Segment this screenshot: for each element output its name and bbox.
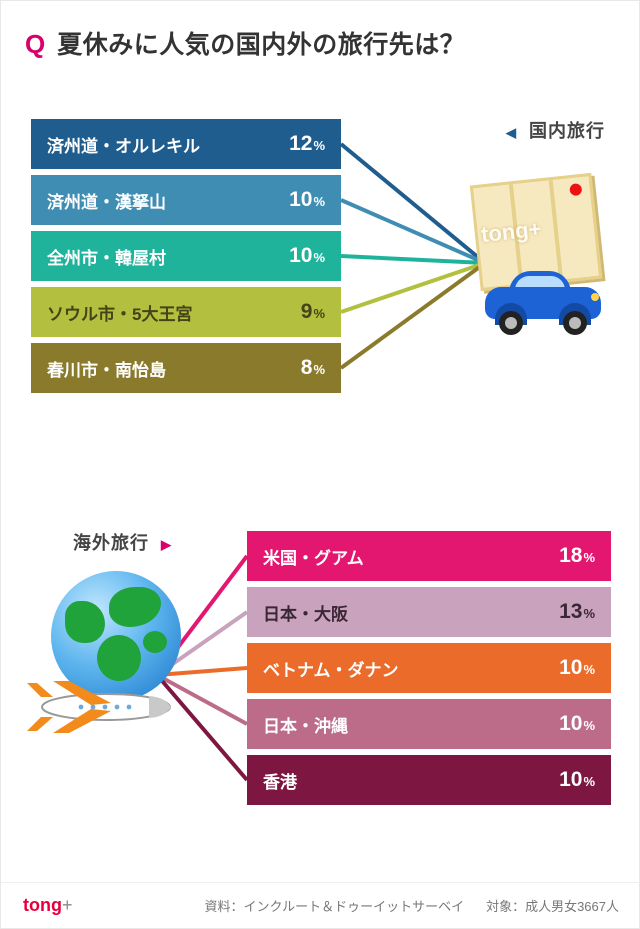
domestic-bars: 済州道・オルレキル 12% 済州道・漢拏山 10% 全州市・韓屋村 10% ソウル市・5大王… <box>31 119 341 399</box>
bar-row: 春川市・南怡島 8% <box>31 343 341 393</box>
bar-pct: 9% <box>301 300 325 324</box>
bar-place: 全州市・韓屋村 <box>47 244 166 269</box>
bar-row: 日本・沖縄 10% <box>247 699 611 749</box>
bar-place: 日本・沖縄 <box>263 712 348 737</box>
bar-pct: 10% <box>559 712 595 736</box>
bar-place: 日本・大阪 <box>263 600 348 625</box>
bar-pct: 10% <box>559 656 595 680</box>
bar-row: 済州道・オルレキル 12% <box>31 119 341 169</box>
bar-place: 済州道・漢拏山 <box>47 188 166 213</box>
page-title: 夏休みに人気の国内外の旅行先は？ <box>57 25 465 61</box>
bar-pct: 12% <box>289 132 325 156</box>
bar-row: ソウル市・5大王宮 9% <box>31 287 341 337</box>
bar-place: ベトナム・ダナン <box>263 656 399 681</box>
bar-pct: 10% <box>289 188 325 212</box>
bar-pct: 18% <box>559 544 595 568</box>
tong-logo: tong+ <box>23 895 73 916</box>
footer-target: 対象：成人男女3667人 <box>486 896 619 915</box>
bar-place: 米国・グアム <box>263 544 364 569</box>
bar-place: 春川市・南怡島 <box>47 356 166 381</box>
bar-place: ソウル市・5大王宮 <box>47 300 192 325</box>
bar-place: 済州道・オルレキル <box>47 132 200 157</box>
footer: tong+ 資料：インクルート＆ドゥーイットサーベイ 対象：成人男女3667人 <box>1 882 640 928</box>
bar-row: 済州道・漢拏山 10% <box>31 175 341 225</box>
bar-pct: 10% <box>559 768 595 792</box>
globe-plane-icon <box>21 571 211 751</box>
bar-row: ベトナム・ダナン 10% <box>247 643 611 693</box>
bar-row: 全州市・韓屋村 10% <box>31 231 341 281</box>
bar-row: 香港 10% <box>247 755 611 805</box>
bar-place: 香港 <box>263 768 297 793</box>
footer-source: 資料：インクルート＆ドゥーイットサーベイ <box>204 896 464 915</box>
q-mark: Q <box>25 29 45 60</box>
bar-row: 米国・グアム 18% <box>247 531 611 581</box>
abroad-bars: 米国・グアム 18% 日本・大阪 13% ベトナム・ダナン 10% 日本・沖縄 10% 香港 10… <box>247 531 611 811</box>
bar-pct: 8% <box>301 356 325 380</box>
bar-pct: 10% <box>289 244 325 268</box>
bar-row: 日本・大阪 13% <box>247 587 611 637</box>
bar-pct: 13% <box>559 600 595 624</box>
map-car-icon: tong+ <box>463 179 603 339</box>
